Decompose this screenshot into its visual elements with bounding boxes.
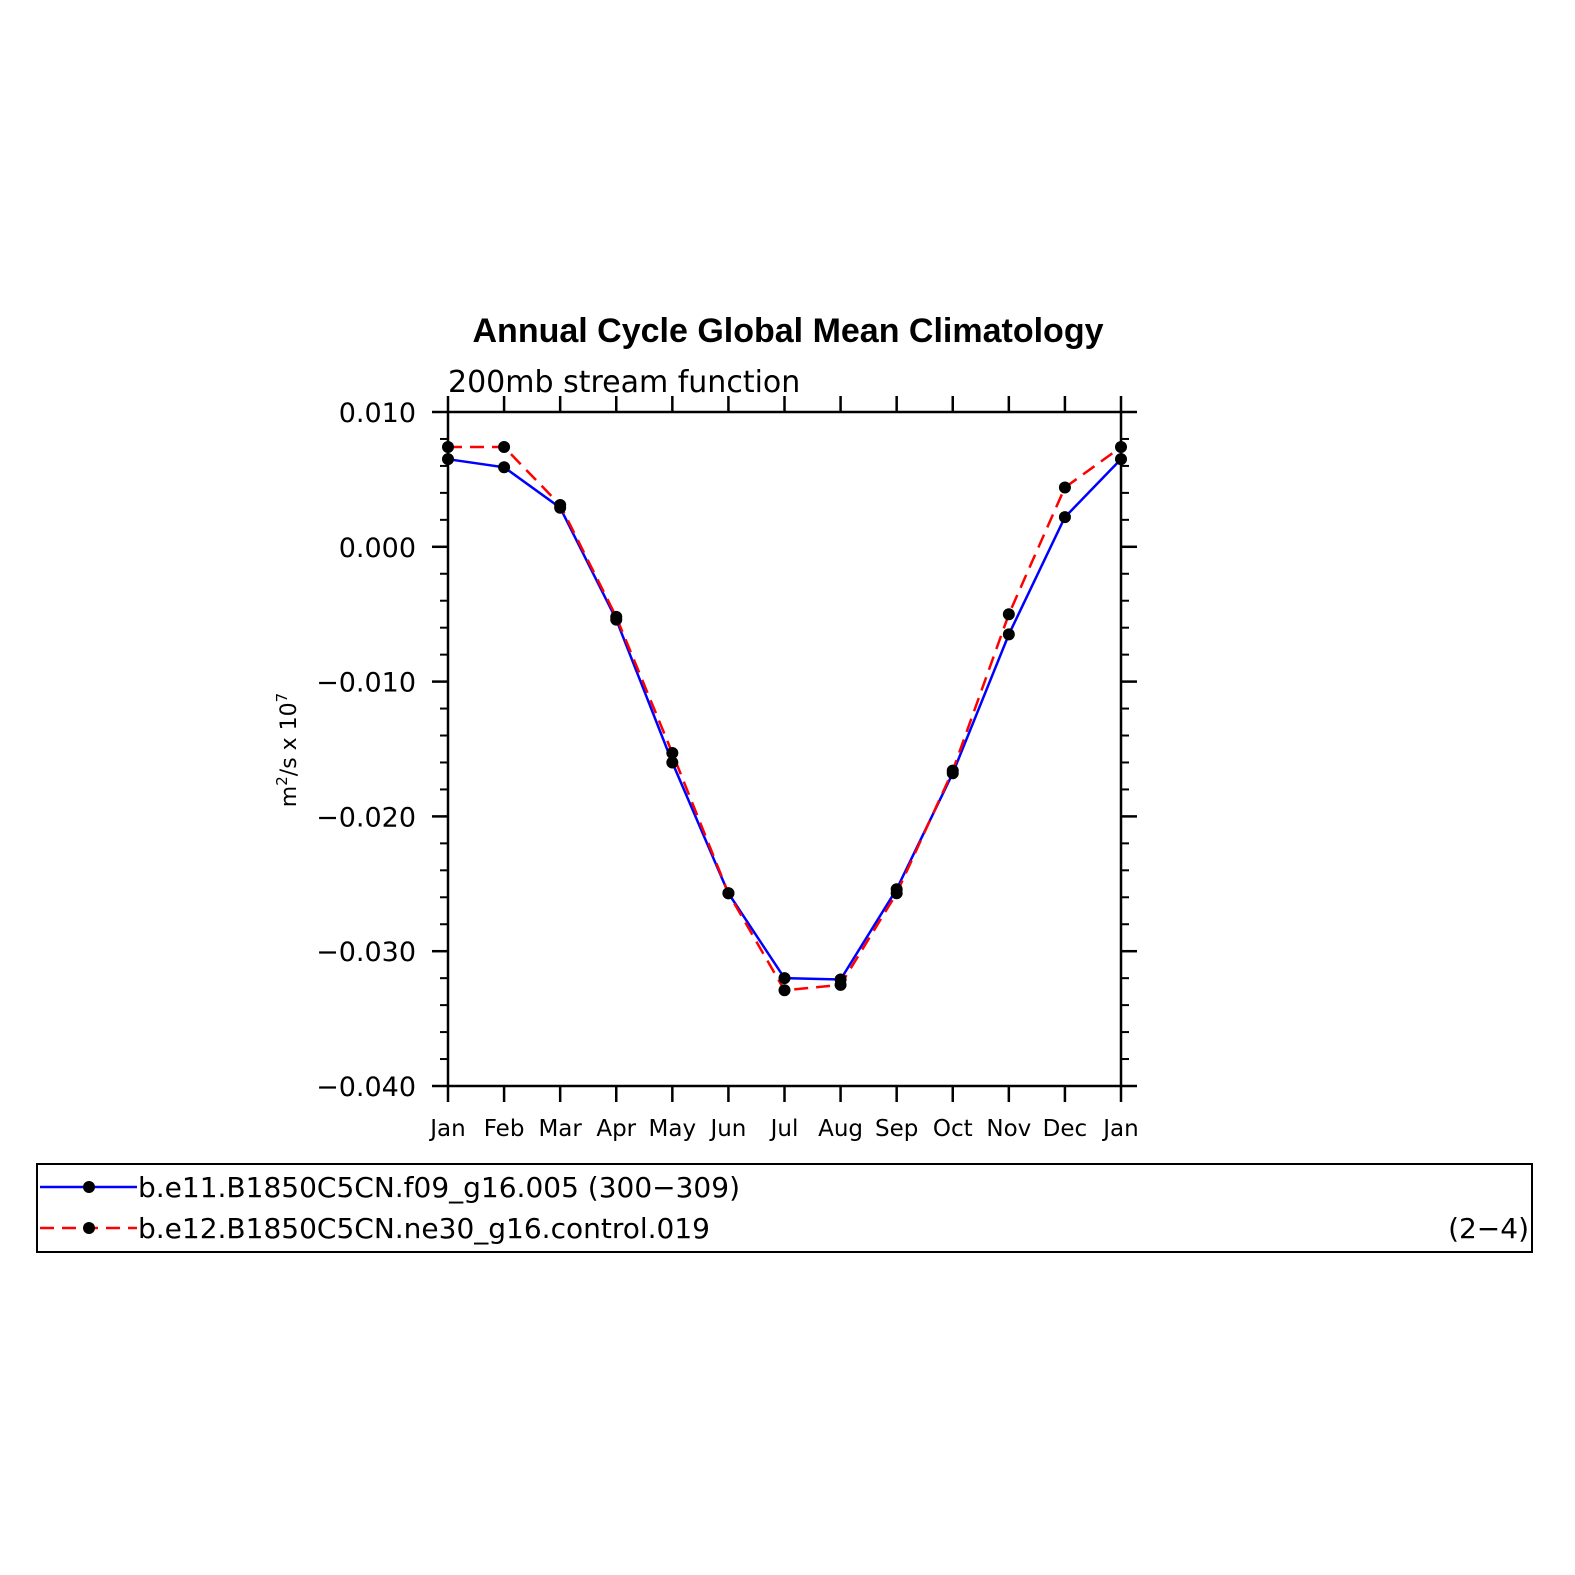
y-tick-label: 0.010 [339,398,416,429]
legend-label-series-1: b.e11.B1850C5CN.f09_g16.005 (300−309) [138,1171,740,1204]
series-line-1 [447,457,1122,981]
x-axis: Jan Feb Mar Apr May Jun Jul Aug Sep Oct Nov Dec Jan [428,396,1139,1142]
series-1-point [666,756,679,769]
series-2-point [610,610,623,623]
x-tick-label: Oct [933,1116,973,1142]
series-1-point [1002,628,1015,641]
legend-marker-series-2 [83,1222,95,1234]
series-2-point [1058,481,1071,494]
chart-subtitle: 200mb stream function [448,365,800,400]
series-2-point [722,887,735,900]
series-1-point [498,461,511,474]
x-tick-label: Dec [1043,1116,1088,1142]
series-1-point [442,453,454,466]
legend-box [36,1163,1533,1253]
series-2-point [1002,608,1015,621]
x-tick-label: Sep [875,1116,918,1142]
x-tick-label: Nov [986,1116,1031,1142]
y-tick-label: −0.040 [316,1072,416,1103]
x-tick-label: Aug [818,1116,863,1142]
x-tick-label: Apr [596,1116,636,1142]
series-2-point [778,984,791,997]
x-tick-label: Jun [708,1116,746,1142]
series-2-point [1115,441,1127,454]
x-tick-label: Jan [1101,1116,1138,1142]
y-tick-label: −0.030 [316,937,416,968]
svg-text:m2/s x 107: m2/s x 107 [273,693,302,807]
y-axis-label-mid: /s x 10 [277,702,302,776]
series-2-point [554,499,567,512]
series-1-point [778,972,791,985]
y-axis-label-base: m [277,786,302,807]
x-tick-label: Jan [428,1116,465,1142]
x-tick-label: Jul [769,1116,799,1142]
series-2-point [498,441,511,454]
series-2-point [666,747,679,760]
series-2-point [890,887,903,900]
y-axis: 0.010 0.000 −0.010 −0.020 −0.030 −0.040 [316,398,1137,1103]
x-tick-label: Feb [484,1116,525,1142]
series-1-point [1058,511,1071,524]
series-2-point [442,441,454,454]
y-axis-label: m2/s x 107 [273,693,302,807]
y-axis-label-sup1: 2 [273,776,291,786]
series-2-point [946,764,959,777]
y-tick-label: −0.020 [316,802,416,833]
series-line-2 [448,445,1122,992]
series-points [442,441,1127,997]
y-tick-label: −0.010 [316,668,416,699]
series-2-point [834,978,847,991]
y-tick-label: 0.000 [339,533,416,564]
x-tick-label: Mar [538,1116,582,1142]
legend: b.e11.B1850C5CN.f09_g16.005 (300−309) b.… [36,1163,1533,1253]
series-1-point [1115,453,1127,466]
series-lines [447,445,1122,992]
chart-title: Annual Cycle Global Mean Climatology [473,312,1104,350]
x-tick-label: May [649,1116,697,1142]
legend-note: (2−4) [1448,1212,1529,1245]
legend-label-series-2: b.e12.B1850C5CN.ne30_g16.control.019 [138,1212,710,1245]
y-axis-label-sup2: 7 [273,693,291,703]
legend-marker-series-1 [83,1181,95,1193]
